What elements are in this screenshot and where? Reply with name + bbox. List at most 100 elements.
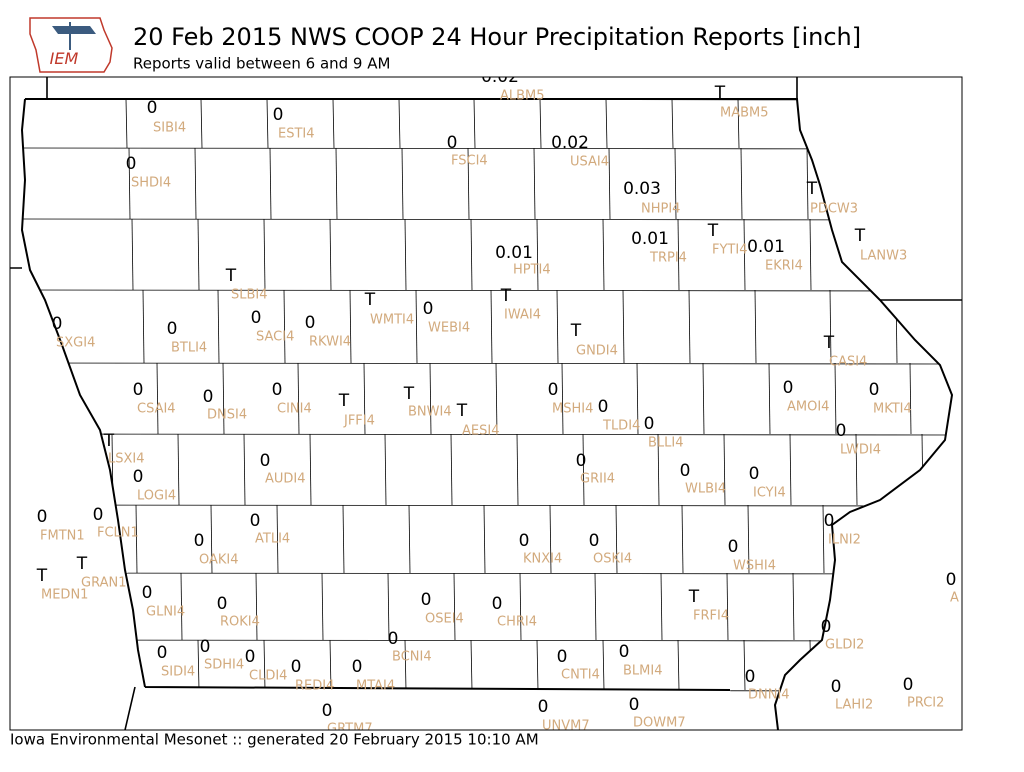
county-line <box>180 572 183 641</box>
station-value: 0 <box>745 667 756 687</box>
county-line <box>674 147 677 220</box>
station-value: T <box>76 554 88 574</box>
station-value: 0 <box>133 380 144 400</box>
station-value: 0.03 <box>623 179 661 199</box>
county-line <box>483 504 486 574</box>
station-id: ROKI4 <box>220 615 260 630</box>
station-value: 0 <box>388 629 399 649</box>
station-id: FSCI4 <box>451 154 488 169</box>
county-line <box>768 362 771 435</box>
station-id: RKWI4 <box>309 335 351 350</box>
county-line <box>349 289 352 364</box>
county-line <box>131 218 134 291</box>
county-line <box>266 99 269 149</box>
county-line <box>747 504 750 574</box>
station-value: 0 <box>157 643 168 663</box>
county-line <box>142 289 145 364</box>
station-id: UNVM7 <box>542 719 590 734</box>
station-id: WMTI4 <box>370 313 414 328</box>
county-line <box>22 218 952 221</box>
station-id: OSEI4 <box>425 612 464 627</box>
county-line <box>1014 148 1015 219</box>
county-line <box>1011 99 1012 148</box>
county-line <box>263 639 266 691</box>
station-id: OSKI4 <box>593 552 632 567</box>
county-line <box>536 218 539 291</box>
county-line <box>363 362 366 435</box>
station-id: CSAI4 <box>137 402 176 417</box>
county-line <box>834 362 837 435</box>
station-id: KNXI4 <box>523 552 562 567</box>
station-value: 0 <box>272 380 283 400</box>
county-line <box>342 504 345 574</box>
county-line <box>754 289 757 364</box>
station-id: ILNI2 <box>828 533 861 548</box>
county-line <box>495 362 498 435</box>
county-line <box>135 504 138 574</box>
station-id: OAKI4 <box>199 553 239 568</box>
county-line <box>429 362 432 435</box>
station-id: GRAN1 <box>81 576 126 591</box>
station-value: 0 <box>576 451 587 471</box>
county-line <box>22 362 952 365</box>
county-line <box>536 639 539 691</box>
station-id: AESI4 <box>462 424 499 439</box>
county-line <box>702 362 705 435</box>
subtitle: Reports valid between 6 and 9 AM <box>133 55 390 73</box>
county-line <box>997 434 998 505</box>
station-id: LAHI2 <box>835 698 873 713</box>
station-id: USAI4 <box>570 155 609 170</box>
station-value: 0 <box>548 380 559 400</box>
county-line <box>398 99 401 149</box>
station-id: ALBM5 <box>500 89 545 104</box>
county-line <box>125 99 128 149</box>
county-line <box>737 99 740 149</box>
state-border <box>20 98 731 691</box>
station-id: FCLN1 <box>97 526 139 541</box>
county-line <box>22 572 952 575</box>
county-line <box>671 99 674 149</box>
station-id: WSHI4 <box>733 559 776 574</box>
station-id: BLMI4 <box>623 664 662 679</box>
county-line <box>269 147 272 220</box>
county-line <box>329 218 332 291</box>
station-id: SIBI4 <box>153 121 186 136</box>
county-line <box>533 147 536 220</box>
county-line <box>467 147 470 220</box>
station-id: REDI4 <box>295 679 334 694</box>
station-value: T <box>364 290 376 310</box>
station-value: 0 <box>322 701 333 721</box>
station-id: BCNI4 <box>392 650 432 665</box>
county-line <box>602 639 605 691</box>
county-line <box>177 433 180 506</box>
county-line <box>263 218 266 291</box>
station-id: GNDI4 <box>576 344 618 359</box>
station-id: GLNI4 <box>146 605 185 620</box>
station-id: DNSI4 <box>207 408 247 423</box>
station-id: NHPI4 <box>641 202 680 217</box>
county-line <box>22 504 952 507</box>
station-id: TRPI4 <box>649 251 687 266</box>
county-line <box>401 147 404 220</box>
state-border <box>25 98 954 730</box>
station-value: 0.01 <box>631 229 669 249</box>
station-id: GRII4 <box>580 472 615 487</box>
station-value: 0 <box>447 133 458 153</box>
station-value: 0 <box>869 380 880 400</box>
station-id: EKRI4 <box>765 259 803 274</box>
station-value: 0 <box>167 319 178 339</box>
county-line <box>615 504 618 574</box>
station-value: 0 <box>903 675 914 695</box>
county-line <box>688 289 691 364</box>
station-id: MEDN1 <box>41 588 88 603</box>
station-id: SIDI4 <box>161 665 195 680</box>
station-id: CHRI4 <box>497 615 537 630</box>
county-line <box>608 147 611 220</box>
station-value: 0 <box>305 313 316 333</box>
county-line <box>909 362 912 435</box>
station-id: AUDI4 <box>265 472 306 487</box>
station-value: 0 <box>728 537 739 557</box>
station-id: ESTI4 <box>278 127 315 142</box>
station-id: MSHI4 <box>552 402 593 417</box>
station-id: LOGI4 <box>137 489 176 504</box>
